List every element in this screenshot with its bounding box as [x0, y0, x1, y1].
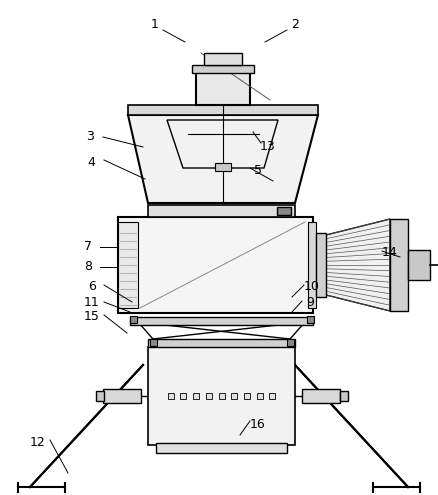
Bar — [180, 393, 187, 399]
Text: 5: 5 — [254, 163, 262, 177]
Bar — [408, 250, 430, 280]
Text: 8: 8 — [84, 260, 92, 274]
Bar — [340, 391, 348, 401]
Text: 10: 10 — [304, 281, 320, 294]
Polygon shape — [326, 219, 390, 311]
Text: 1: 1 — [151, 18, 159, 32]
Bar — [192, 65, 254, 73]
Bar — [196, 67, 250, 105]
Bar — [118, 217, 313, 313]
Bar — [307, 316, 314, 323]
Bar — [193, 393, 199, 399]
Bar — [148, 347, 295, 445]
Text: 2: 2 — [291, 18, 299, 32]
Bar — [206, 393, 212, 399]
Text: 11: 11 — [84, 297, 100, 309]
Bar — [257, 393, 263, 399]
Bar — [103, 389, 141, 403]
Bar — [287, 339, 294, 346]
Bar — [130, 316, 137, 323]
Bar — [231, 393, 237, 399]
Bar — [390, 219, 408, 311]
Bar — [204, 53, 242, 65]
Bar — [150, 339, 157, 346]
Bar — [277, 207, 291, 215]
Bar — [244, 393, 250, 399]
Text: 15: 15 — [84, 310, 100, 324]
Bar — [148, 205, 295, 217]
Bar — [128, 105, 318, 115]
Polygon shape — [128, 115, 318, 203]
Text: 6: 6 — [88, 281, 96, 294]
Bar — [156, 443, 287, 453]
Bar — [219, 393, 225, 399]
Text: 12: 12 — [30, 437, 46, 449]
Text: 7: 7 — [84, 241, 92, 253]
Bar — [308, 222, 316, 308]
Bar — [118, 222, 138, 308]
Bar — [96, 391, 104, 401]
Text: 14: 14 — [382, 247, 398, 259]
Bar — [168, 393, 174, 399]
Bar — [148, 339, 295, 347]
Bar — [302, 389, 340, 403]
Text: 3: 3 — [86, 131, 94, 144]
Bar — [215, 163, 231, 171]
Text: 4: 4 — [87, 155, 95, 168]
Text: 16: 16 — [250, 418, 266, 432]
Bar — [130, 317, 313, 325]
Text: 13: 13 — [260, 141, 276, 153]
Text: 9: 9 — [306, 297, 314, 309]
Bar — [269, 393, 276, 399]
Bar — [316, 233, 326, 297]
